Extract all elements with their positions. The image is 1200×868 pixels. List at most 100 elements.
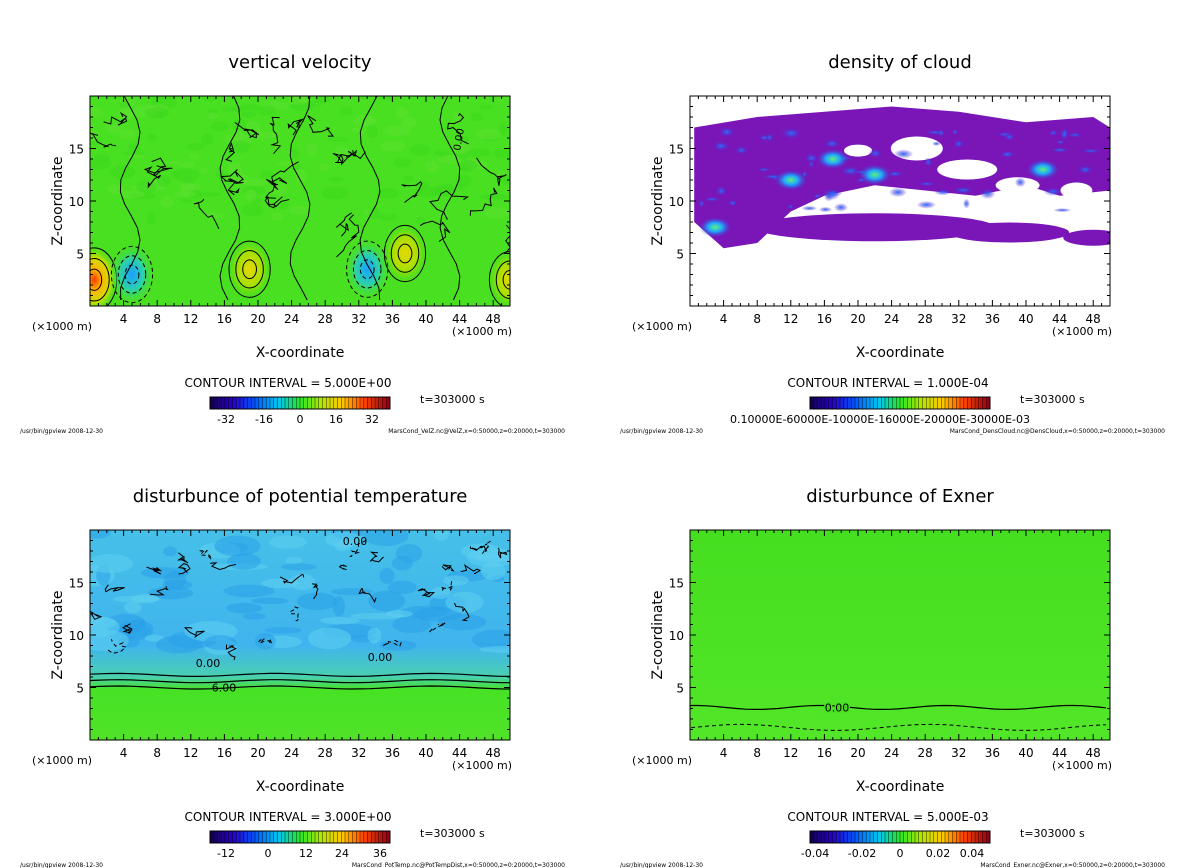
field-texture [170, 170, 181, 178]
x-tick-label: 4 [120, 312, 128, 326]
colorbar-cell [843, 397, 848, 409]
field-texture [251, 597, 289, 605]
cloud-gap [844, 144, 872, 157]
field-texture [156, 174, 171, 187]
colorbar-cell [918, 831, 923, 843]
x-axis-label: X-coordinate [856, 345, 945, 361]
colorbar-cell [971, 397, 976, 409]
contour-line [199, 550, 213, 561]
contour-line [150, 586, 169, 596]
colorbar-tick-label: 0.02 [926, 847, 951, 860]
colorbar-cell [907, 397, 912, 409]
x-tick-label: 36 [385, 746, 400, 760]
field-texture [385, 610, 413, 618]
colorbar-cell [813, 397, 818, 409]
colorbar-cell [356, 397, 361, 409]
contour-line [90, 672, 510, 678]
field-texture [254, 633, 276, 650]
colorbar-cell [330, 831, 335, 843]
field-texture [321, 186, 349, 200]
velocity-cell [227, 239, 272, 300]
colorbar-cell [371, 831, 376, 843]
field-texture [288, 205, 311, 215]
field-texture [118, 129, 136, 140]
colorbar-cell [881, 397, 886, 409]
x-tick-label: 32 [351, 312, 366, 326]
colorbar-cell [273, 397, 278, 409]
colorbar-cell [888, 397, 893, 409]
contour-line [358, 587, 377, 604]
field-texture [166, 160, 182, 165]
contour-line [220, 169, 244, 184]
colorbar-cell [322, 397, 327, 409]
x-tick-label: 44 [452, 746, 467, 760]
contour-line [289, 96, 311, 301]
x-tick-label: 20 [250, 746, 265, 760]
colorbar-cell [341, 831, 346, 843]
field-texture [200, 96, 218, 102]
field-texture [308, 99, 326, 106]
chart-title: disturbunce of potential temperature [133, 486, 468, 507]
contour-line [690, 723, 1107, 734]
x-axis-label: X-coordinate [256, 345, 345, 361]
x-unit-label-left: (×1000 m) [32, 754, 92, 767]
colorbar-cell [840, 397, 845, 409]
colorbar-cell [843, 831, 848, 843]
contour-line [90, 685, 510, 690]
field-texture [272, 182, 287, 196]
contour-interval-label: CONTOUR INTERVAL = 1.000E-04 [787, 376, 988, 390]
x-unit-label-right: (×1000 m) [452, 325, 512, 338]
contour-line [447, 112, 469, 145]
time-label: t=303000 s [1020, 827, 1085, 840]
field-texture [327, 137, 349, 142]
cloud-density [932, 141, 941, 147]
colorbar-frame [209, 396, 391, 410]
field-texture [205, 212, 226, 219]
cloud-density [868, 148, 883, 159]
plot-area: 0.00 [90, 96, 510, 306]
colorbar-cell [956, 397, 961, 409]
cloud-density [756, 167, 772, 172]
colorbar-cell [315, 831, 320, 843]
field-texture [118, 190, 145, 199]
field-texture [290, 573, 316, 591]
field-texture [401, 116, 417, 128]
time-label: t=303000 s [420, 393, 485, 406]
contour-line [122, 623, 133, 634]
contour-line [359, 96, 381, 301]
y-axis-label: Z-coordinate [50, 156, 66, 245]
colorbar-cell [918, 397, 923, 409]
cloud-density [1056, 139, 1065, 145]
colorbar-cell [915, 397, 920, 409]
colorbar-cell [952, 397, 957, 409]
field-texture [290, 148, 299, 159]
footer-left: /usr/bin/gpview 2008-12-30 [20, 862, 103, 868]
colorbar-frame [809, 396, 991, 410]
colorbar-cell [847, 397, 852, 409]
field-texture [403, 175, 415, 182]
colorbar-tick-label: -12 [217, 847, 235, 860]
colorbar-cell [847, 831, 852, 843]
field-texture [330, 588, 373, 596]
field-texture [498, 123, 508, 136]
colorbar-cell [960, 397, 965, 409]
y-tick-label: 5 [676, 682, 684, 696]
field-texture [288, 96, 308, 106]
colorbar-cell [960, 831, 965, 843]
field-texture [226, 602, 263, 614]
time-label: t=303000 s [1020, 393, 1085, 406]
cloud-density [888, 187, 907, 198]
field-texture [155, 635, 202, 654]
colorbar-cell [900, 397, 905, 409]
colorbar-cell [915, 831, 920, 843]
colorbar-cell [896, 831, 901, 843]
field-texture [223, 584, 275, 598]
contour-line [469, 187, 498, 216]
x-tick-label: 12 [183, 312, 198, 326]
field-texture [387, 580, 417, 595]
contour-line [143, 165, 173, 177]
colorbar-tick-label: 32 [365, 413, 379, 426]
x-tick-label: 8 [153, 312, 161, 326]
colorbar-cell [858, 831, 863, 843]
